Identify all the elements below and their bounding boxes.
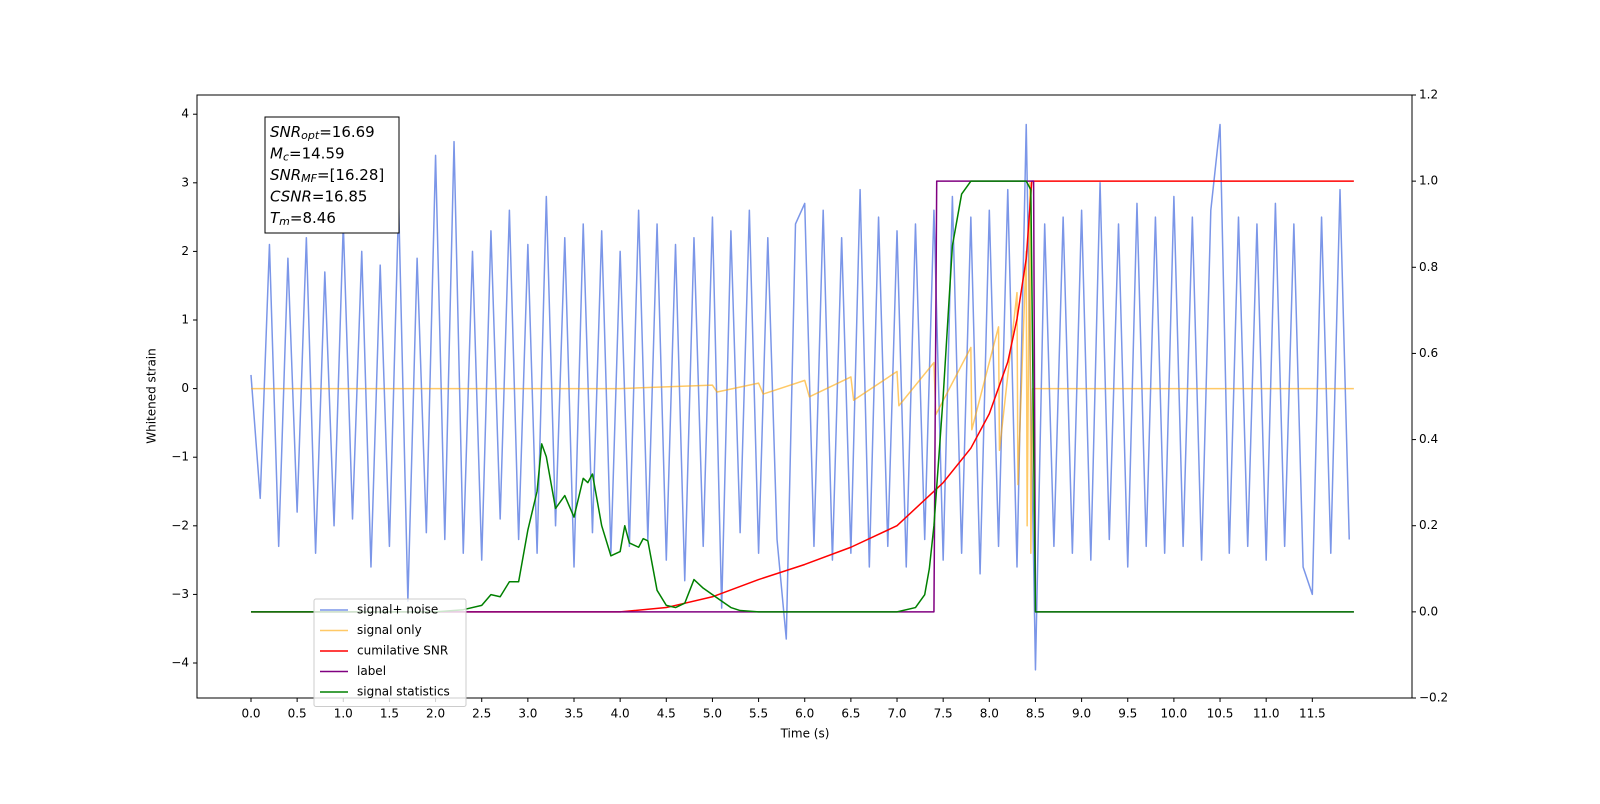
x-tick-label: 0.5 (288, 707, 307, 721)
y2-tick-label: 0.4 (1419, 432, 1438, 446)
x-tick-label: 6.5 (841, 707, 860, 721)
info-var: SNR (270, 166, 301, 184)
series-line (250, 123, 1350, 671)
y2-tick-label: 0.0 (1419, 604, 1438, 618)
info-sub: m (279, 215, 290, 228)
legend-label: signal statistics (357, 685, 450, 699)
info-value: =16.85 (312, 187, 368, 205)
x-tick-label: 10.0 (1161, 707, 1188, 721)
y-axis-label: Whitened strain (145, 348, 159, 444)
x-tick-label: 4.5 (657, 707, 676, 721)
legend-label: label (357, 664, 386, 678)
x-tick-label: 10.5 (1207, 707, 1234, 721)
y2-tick-label: 0.6 (1419, 346, 1438, 360)
y-tick-label: 3 (181, 175, 189, 189)
legend-box (313, 598, 467, 707)
x-tick-label: 4.0 (611, 707, 630, 721)
info-var: T (270, 209, 281, 227)
x-tick-label: 2.5 (472, 707, 491, 721)
axes-frame (196, 94, 1413, 699)
x-tick-label: 8.5 (1026, 707, 1045, 721)
info-line: SNRopt=16.69 (270, 123, 375, 143)
legend-label: signal+ noise (357, 603, 438, 617)
x-tick-label: 7.5 (934, 707, 953, 721)
x-tick-label: 3.5 (564, 707, 583, 721)
x-tick-label: 0.0 (241, 707, 260, 721)
info-value: =8.46 (290, 209, 336, 227)
series-line (250, 180, 1354, 613)
info-sub: opt (301, 129, 320, 142)
x-tick-label: 6.0 (795, 707, 814, 721)
x-tick-label: 2.0 (426, 707, 445, 721)
x-tick-label: 1.0 (334, 707, 353, 721)
y-tick-label: −2 (171, 518, 189, 532)
info-line: Tm=8.46 (270, 209, 336, 229)
info-var: CSNR (270, 187, 312, 205)
x-tick-label: 9.5 (1118, 707, 1137, 721)
x-tick-label: 3.0 (518, 707, 537, 721)
x-tick-label: 5.0 (703, 707, 722, 721)
info-line: SNRMF=[16.28] (270, 166, 384, 186)
y-tick-label: −3 (171, 587, 189, 601)
y2-tick-label: 1.2 (1419, 88, 1438, 102)
info-var: M (270, 144, 283, 162)
info-line: CSNR=16.85 (270, 187, 367, 205)
series-line (250, 180, 1354, 613)
x-tick-label: 1.5 (380, 707, 399, 721)
info-value: =14.59 (289, 144, 345, 162)
info-sub: MF (301, 172, 317, 185)
series-line (250, 180, 1354, 613)
info-box (264, 116, 400, 234)
info-value: =16.69 (319, 123, 375, 141)
y-tick-label: 1 (181, 313, 189, 327)
y2-tick-label: 0.8 (1419, 260, 1438, 274)
legend-label: signal only (357, 623, 422, 637)
info-value: =[16.28] (317, 166, 384, 184)
legend-label: cumilative SNR (357, 644, 448, 658)
info-var: SNR (270, 123, 301, 141)
y2-tick-label: 1.0 (1419, 174, 1438, 188)
x-tick-label: 5.5 (749, 707, 768, 721)
x-tick-label: 11.5 (1299, 707, 1326, 721)
x-axis-label: Time (s) (780, 727, 830, 741)
y-tick-label: 0 (181, 381, 189, 395)
y-tick-label: −4 (171, 656, 189, 670)
y2-tick-label: 0.2 (1419, 518, 1438, 532)
x-tick-label: 11.0 (1253, 707, 1280, 721)
y-tick-label: −1 (171, 450, 189, 464)
x-tick-label: 7.0 (887, 707, 906, 721)
x-tick-label: 8.0 (980, 707, 999, 721)
info-sub: c (283, 151, 289, 164)
x-tick-label: 9.0 (1072, 707, 1091, 721)
y2-tick-label: −0.2 (1419, 691, 1448, 705)
info-line: Mc=14.59 (270, 144, 345, 164)
y-tick-label: 2 (181, 244, 189, 258)
y-tick-label: 4 (181, 107, 189, 121)
